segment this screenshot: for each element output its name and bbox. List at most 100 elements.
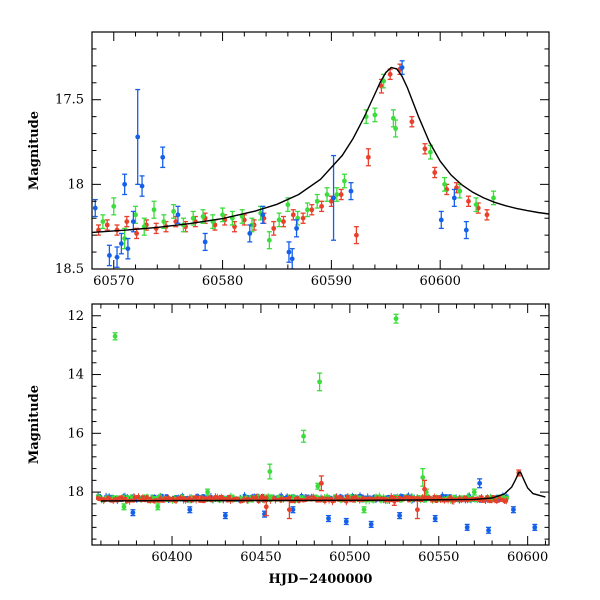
baseline-point [323, 499, 327, 503]
data-point [422, 479, 428, 499]
baseline-point [379, 496, 384, 501]
baseline-point [293, 497, 298, 501]
data-point [317, 372, 323, 392]
data-point [202, 232, 208, 252]
x-tick-label: 60580 [202, 274, 243, 289]
baseline-point [493, 498, 497, 503]
data-point [432, 166, 438, 179]
baseline-point [227, 495, 231, 499]
baseline-point [103, 498, 108, 502]
baseline-point [334, 495, 339, 500]
x-tick-label: 60400 [151, 550, 192, 565]
baseline-point [279, 497, 284, 501]
baseline-point [164, 496, 168, 501]
data-point [463, 220, 469, 240]
baseline-point [505, 496, 509, 500]
data-point [294, 219, 300, 238]
baseline-point [292, 494, 296, 499]
data-point [304, 202, 310, 218]
baseline-point [256, 499, 261, 504]
baseline-point [99, 496, 104, 501]
baseline-point [477, 498, 482, 502]
data-point [331, 154, 337, 241]
baseline-point [136, 495, 141, 499]
baseline-point [361, 496, 366, 501]
baseline-point [248, 497, 253, 502]
plot-area [96, 313, 546, 534]
baseline-point [387, 496, 391, 501]
data-point [532, 523, 538, 531]
baseline-point [399, 497, 404, 501]
baseline-point [313, 497, 317, 501]
data-point [151, 200, 157, 219]
model-curve [100, 471, 546, 502]
data-point [341, 173, 347, 189]
data-point [338, 188, 344, 201]
data-point [289, 248, 295, 269]
baseline-point [238, 499, 243, 504]
baseline-point [115, 495, 119, 500]
data-point [361, 506, 367, 514]
baseline-point [464, 496, 468, 500]
baseline-point [113, 497, 118, 501]
baseline-point [254, 495, 259, 500]
data-point [457, 183, 463, 199]
baseline-point [497, 498, 502, 502]
data-point [286, 241, 292, 263]
data-point [112, 332, 118, 341]
data-point [118, 232, 124, 255]
x-tick-label: 60600 [507, 550, 548, 565]
data-point [247, 224, 253, 243]
data-point [397, 512, 403, 520]
x-tick-label: 60500 [329, 550, 370, 565]
data-point [286, 500, 292, 520]
data-point [420, 467, 426, 487]
data-point [153, 222, 159, 235]
baseline-point [483, 498, 487, 502]
baseline-point [123, 496, 127, 501]
top-panel: 60570 60580 60590 60600 17.5 18 18.5 Magnitude [27, 31, 550, 289]
baseline-point [306, 495, 311, 500]
data-point [318, 475, 324, 492]
data-point [155, 503, 161, 511]
baseline-point [217, 497, 222, 502]
data-point [135, 88, 141, 186]
baseline-point [417, 496, 421, 501]
baseline-point [207, 495, 211, 499]
baseline-point [117, 496, 121, 501]
baseline-point [107, 497, 112, 501]
data-point [122, 227, 128, 250]
baseline-point [485, 495, 489, 499]
data-point [130, 509, 136, 517]
data-point [464, 523, 470, 531]
baseline-point [338, 495, 342, 499]
baseline-point [381, 496, 386, 501]
baseline-point [285, 494, 289, 499]
baseline-point [128, 495, 133, 500]
baseline-point [452, 498, 456, 503]
baseline-point [397, 496, 402, 500]
baseline-point [223, 497, 228, 501]
baseline-point [369, 496, 374, 501]
baseline-point [409, 496, 414, 500]
baseline-point [121, 497, 125, 501]
baseline-point [459, 498, 464, 503]
baseline-point [465, 498, 470, 503]
baseline-point [195, 495, 200, 500]
baseline-point [144, 495, 149, 500]
baseline-point [215, 495, 220, 500]
baseline-point [199, 495, 204, 500]
data-point [175, 205, 181, 224]
baseline-point [401, 497, 406, 502]
baseline-point [299, 495, 303, 499]
baseline-point [207, 497, 212, 502]
baseline-point [236, 497, 241, 502]
baseline-point [344, 499, 349, 504]
baseline-point [355, 497, 360, 502]
baseline-point [132, 495, 137, 500]
data-point [104, 219, 110, 231]
data-point [451, 188, 457, 208]
baseline-point [353, 495, 358, 499]
x-tick-label: 60600 [420, 274, 461, 289]
